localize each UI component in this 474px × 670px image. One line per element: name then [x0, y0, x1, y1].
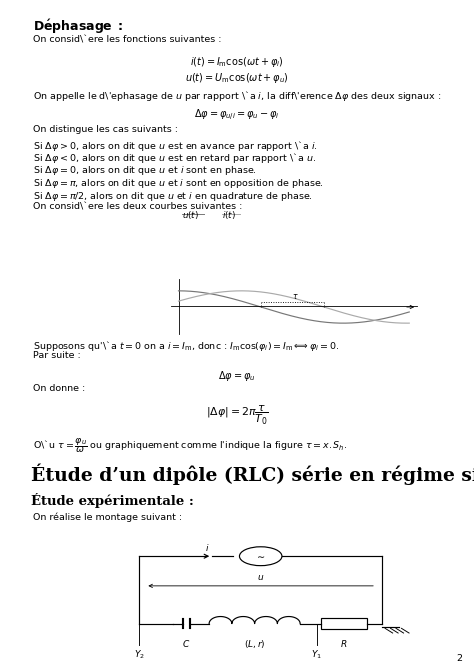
- Text: $\tau$: $\tau$: [292, 292, 298, 302]
- Text: $C$: $C$: [182, 639, 191, 649]
- Text: $u(t)$: $u(t)$: [182, 208, 199, 220]
- Text: 2: 2: [456, 654, 462, 663]
- Text: $u$: $u$: [257, 573, 264, 582]
- Text: On donne :: On donne :: [33, 385, 85, 393]
- Text: $(L,r)$: $(L,r)$: [244, 639, 265, 651]
- Text: $Y_2$: $Y_2$: [134, 649, 145, 661]
- Text: On réalise le montage suivant :: On réalise le montage suivant :: [33, 513, 182, 523]
- Text: Si $\Delta\varphi = \pi/2$, alors on dit que $u$ et $i$ en quadrature de phase.: Si $\Delta\varphi = \pi/2$, alors on dit…: [33, 190, 313, 203]
- Text: $\sim$: $\sim$: [255, 551, 266, 561]
- Text: $i(t)$: $i(t)$: [222, 208, 236, 220]
- Text: On distingue les cas suivants :: On distingue les cas suivants :: [33, 125, 178, 134]
- Text: $\mathbf{D\acute{e}phasage\ :}$: $\mathbf{D\acute{e}phasage\ :}$: [33, 18, 124, 36]
- Bar: [321, 618, 367, 629]
- Text: O\`u $\tau = \dfrac{\varphi_u}{\omega}$ ou graphiquement comme l'indique la figu: O\`u $\tau = \dfrac{\varphi_u}{\omega}$ …: [33, 436, 347, 456]
- Text: Si $\Delta\varphi = 0$, alors on dit que $u$ et $i$ sont en phase.: Si $\Delta\varphi = 0$, alors on dit que…: [33, 164, 257, 177]
- Text: Si $\Delta\varphi = \pi$, alors on dit que $u$ et $i$ sont en opposition de phas: Si $\Delta\varphi = \pi$, alors on dit q…: [33, 177, 324, 190]
- Text: $u(t) = U_{\mathrm{m}}\cos(\omega t + \varphi_u)$: $u(t) = U_{\mathrm{m}}\cos(\omega t + \v…: [185, 71, 289, 85]
- Text: On consid\`ere les deux courbes suivantes :: On consid\`ere les deux courbes suivante…: [33, 202, 242, 212]
- Text: $R$: $R$: [340, 639, 348, 649]
- Text: On consid\`ere les fonctions suivantes :: On consid\`ere les fonctions suivantes :: [33, 36, 221, 44]
- Text: $\Delta\varphi = \varphi_{u/i} = \varphi_u - \varphi_i$: $\Delta\varphi = \varphi_{u/i} = \varphi…: [194, 107, 280, 123]
- Text: On appelle le d\'ephasage de $u$ par rapport \`a $i$, la diff\'erence $\Delta\va: On appelle le d\'ephasage de $u$ par rap…: [33, 88, 441, 103]
- Text: $i$: $i$: [205, 542, 210, 553]
- Text: Si $\Delta\varphi > 0$, alors on dit que $u$ est en avance par rapport \`a $i$.: Si $\Delta\varphi > 0$, alors on dit que…: [33, 139, 318, 153]
- Text: $|\Delta\varphi| = 2\pi\dfrac{\tau}{T_0}$: $|\Delta\varphi| = 2\pi\dfrac{\tau}{T_0}…: [206, 403, 268, 427]
- Text: Étude d’un dipôle (RLC) série en régime sinusoïdal forcé :: Étude d’un dipôle (RLC) série en régime …: [31, 464, 474, 485]
- Text: Si $\Delta\varphi < 0$, alors on dit que $u$ est en retard par rapport \`a $u$.: Si $\Delta\varphi < 0$, alors on dit que…: [33, 151, 316, 165]
- Text: $Y_1$: $Y_1$: [311, 649, 322, 661]
- Text: $i(t) = I_{\mathrm{m}}\cos(\omega t + \varphi_i)$: $i(t) = I_{\mathrm{m}}\cos(\omega t + \v…: [190, 54, 284, 68]
- Text: Supposons qu'\`a $t=0$ on a $i=I_{\mathrm{m}}$, donc : $I_{\mathrm{m}}\cos(\varp: Supposons qu'\`a $t=0$ on a $i=I_{\mathr…: [33, 338, 339, 352]
- Text: Par suite :: Par suite :: [33, 352, 81, 360]
- Text: $\Delta\varphi = \varphi_u$: $\Delta\varphi = \varphi_u$: [218, 369, 256, 383]
- Text: Étude expérimentale :: Étude expérimentale :: [31, 494, 194, 509]
